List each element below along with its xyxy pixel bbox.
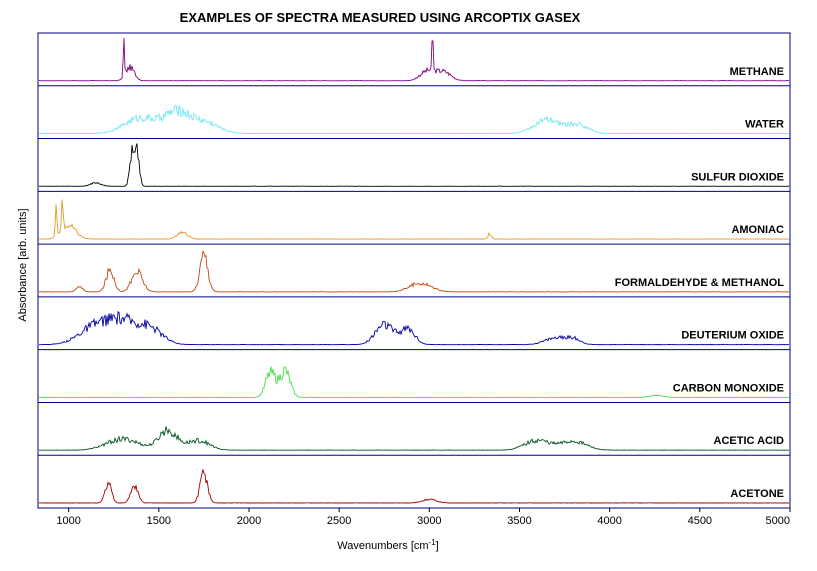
series-label: AMONIAC <box>731 224 784 236</box>
plot-frame <box>37 32 791 509</box>
series-label: FORMALDEHYDE & METHANOL <box>615 277 785 289</box>
x-tick-label: 3000 <box>417 515 441 527</box>
x-tick-label: 4000 <box>597 515 621 527</box>
series-label: CARBON MONOXIDE <box>673 382 784 394</box>
x-axis-ticks: 1000 1500 2000 2500 3000 3500 4000 4500 5000 <box>56 508 791 527</box>
series-line-formaldehyde-methanol <box>38 249 790 293</box>
series-label: DEUTERIUM OXIDE <box>681 330 784 342</box>
series-label: ACETONE <box>730 488 784 500</box>
x-tick-label: 1000 <box>56 515 80 527</box>
series-line-carbon-monoxide <box>38 366 789 398</box>
series-label: ACETIC ACID <box>714 435 785 447</box>
series-line-acetone <box>38 469 789 504</box>
x-axis-label-end: ] <box>436 540 439 552</box>
series-line-amoniac <box>39 199 789 240</box>
x-tick-label: 2000 <box>237 515 261 527</box>
series-label: METHANE <box>730 66 784 78</box>
x-axis-label-main: Wavenumbers [cm <box>337 540 428 552</box>
x-axis-label: Wavenumbers [cm-1] <box>337 538 438 552</box>
series-line-deuterium-oxide <box>39 311 790 346</box>
x-tick-label: 2500 <box>327 515 351 527</box>
x-tick-label: 4500 <box>688 515 712 527</box>
series-label: SULFUR DIOXIDE <box>691 171 784 183</box>
series-line-water <box>39 104 790 135</box>
series-layer: METHANE WATER SULFUR DIOXIDE AMONIAC FORMALD… <box>38 37 790 504</box>
series-line-methane <box>39 37 790 82</box>
x-tick-label: 5000 <box>766 515 790 527</box>
x-tick-label: 3500 <box>507 515 531 527</box>
series-line-sulfur-dioxide <box>38 143 790 187</box>
series-line-acetic-acid <box>39 426 789 451</box>
chart-title: EXAMPLES OF SPECTRA MEASURED USING ARCOP… <box>180 10 581 25</box>
series-label: WATER <box>745 119 784 131</box>
x-tick-label: 1500 <box>147 515 171 527</box>
y-axis-label: Absorbance [arb. units] <box>17 208 29 321</box>
x-axis-label-superscript: -1 <box>429 538 437 547</box>
